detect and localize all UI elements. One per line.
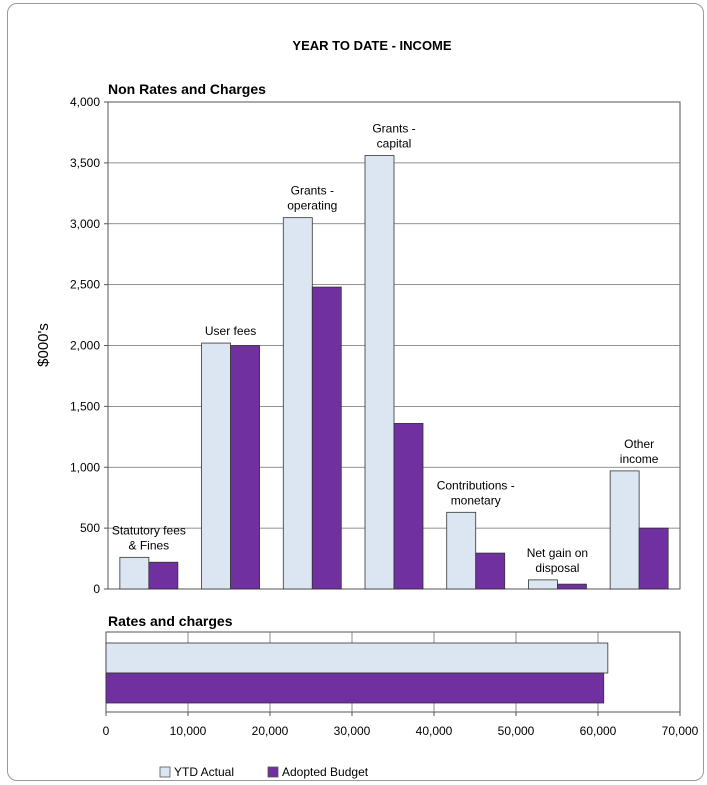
category-label: Contributions - xyxy=(437,478,515,492)
bar-ytd-actual xyxy=(119,556,150,590)
category-label: Statutory fees xyxy=(112,523,186,537)
top-chart-title: Non Rates and Charges xyxy=(108,81,266,97)
legend-swatch-adopted-budget xyxy=(267,766,279,778)
bar-adopted-budget xyxy=(557,583,587,590)
top-y-tick-label: 2,000 xyxy=(70,339,100,353)
bottom-bar-chart: 0 10,000 20,000 30,000 40,000 50,000 60,000 70,… xyxy=(103,631,699,738)
bar-adopted-budget xyxy=(148,561,179,590)
category-label: income xyxy=(620,452,659,466)
category-label: User fees xyxy=(205,324,256,338)
bottom-x-tick-label: 10,000 xyxy=(170,724,207,738)
legend-label-adopted-budget: Adopted Budget xyxy=(282,765,369,779)
top-bar-chart: 0 500 1,000 1,500 2,000 2,500 3,000 3,500 4,000 S… xyxy=(70,95,681,596)
hbar-adopted-budget xyxy=(105,672,605,704)
bar-adopted-budget xyxy=(638,527,669,590)
chart-title: YEAR TO DATE - INCOME xyxy=(292,38,451,53)
category-label: Grants - xyxy=(291,184,334,198)
top-y-tick-label: 2,500 xyxy=(70,278,100,292)
bottom-x-tick-label: 0 xyxy=(103,724,110,738)
y-axis-label: $000's xyxy=(35,323,52,367)
top-y-tick-label: 3,000 xyxy=(70,217,100,231)
bar-adopted-budget xyxy=(230,345,260,590)
category-label: Net gain on xyxy=(527,546,588,560)
bar-ytd-actual xyxy=(201,342,231,590)
legend-label-ytd-actual: YTD Actual xyxy=(174,765,234,779)
category-label: disposal xyxy=(535,561,579,575)
bar-ytd-actual xyxy=(609,470,640,590)
bar-ytd-actual xyxy=(528,579,558,590)
top-y-tick-label: 1,000 xyxy=(70,460,100,474)
category-label: & Fines xyxy=(129,538,170,552)
bar-adopted-budget xyxy=(475,552,506,590)
top-y-tick-label: 4,000 xyxy=(70,95,100,109)
bottom-x-tick-label: 30,000 xyxy=(334,724,371,738)
top-y-tick-label: 3,500 xyxy=(70,156,100,170)
category-label: monetary xyxy=(451,493,501,507)
category-label: capital xyxy=(377,137,412,151)
top-y-tick-label: 0 xyxy=(93,582,100,596)
legend: YTD Actual Adopted Budget xyxy=(159,765,369,779)
category-label: operating xyxy=(287,199,337,213)
legend-swatch-ytd-actual xyxy=(159,766,171,778)
top-y-tick-label: 500 xyxy=(80,521,100,535)
bottom-x-tick-label: 70,000 xyxy=(662,724,699,738)
hbar-ytd-actual xyxy=(105,642,609,674)
bar-adopted-budget xyxy=(393,423,424,590)
bar-ytd-actual xyxy=(446,511,477,590)
bottom-x-tick-label: 50,000 xyxy=(498,724,535,738)
top-y-tick-label: 1,500 xyxy=(70,399,100,413)
bar-adopted-budget xyxy=(311,286,342,590)
bar-ytd-actual xyxy=(364,155,395,590)
bar-ytd-actual xyxy=(282,217,313,590)
bottom-x-tick-label: 40,000 xyxy=(416,724,453,738)
bottom-chart-title: Rates and charges xyxy=(108,613,233,629)
bottom-x-tick-label: 20,000 xyxy=(252,724,289,738)
bottom-x-tick-label: 60,000 xyxy=(580,724,617,738)
category-label: Other xyxy=(624,437,654,451)
category-label: Grants - xyxy=(372,122,415,136)
